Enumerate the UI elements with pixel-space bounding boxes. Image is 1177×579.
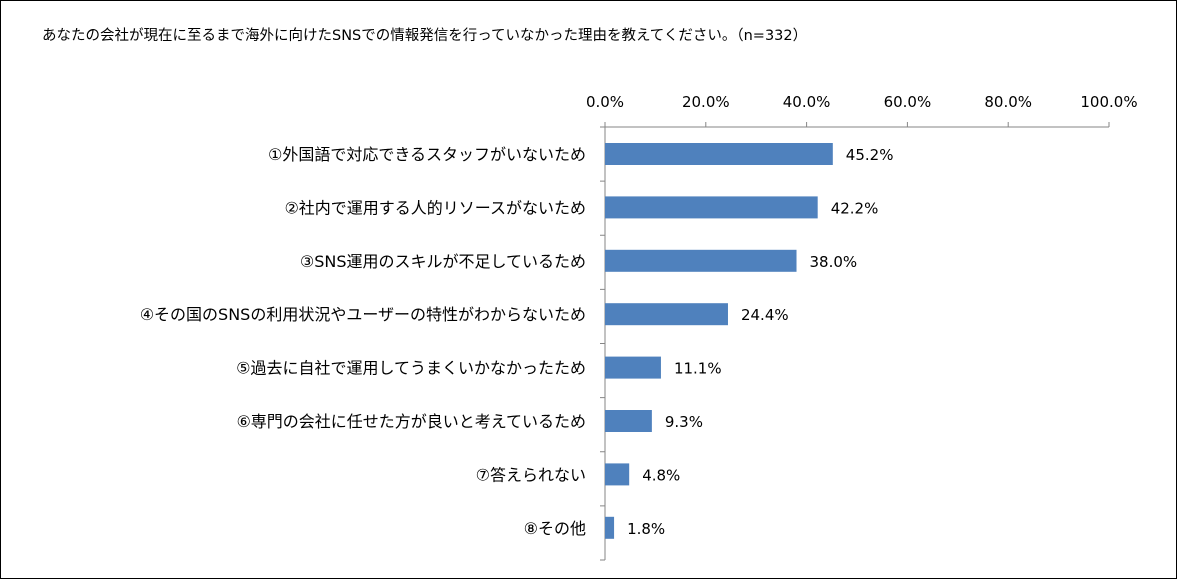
bar — [605, 196, 818, 219]
x-tick-labels: 0.0% 20.0% 40.0% 60.0% 80.0% 100.0% — [586, 93, 1138, 111]
bar — [605, 410, 652, 432]
category-label: ⑧その他 — [524, 519, 586, 538]
data-label: 42.2% — [831, 199, 879, 217]
data-label: 1.8% — [627, 520, 665, 538]
category-label: ③SNS運用のスキルが不足しているため — [300, 252, 586, 271]
category-label: ①外国語で対応できるスタッフがいないため — [268, 145, 586, 164]
chart-title: あなたの会社が現在に至るまで海外に向けたSNSでの情報発信を行っていなかった理由… — [42, 28, 808, 44]
x-tick-label: 60.0% — [884, 93, 932, 111]
category-label: ⑤過去に自社で運用してうまくいかなかったため — [236, 359, 586, 378]
x-tick-label: 100.0% — [1080, 93, 1137, 111]
bar — [605, 303, 728, 326]
category-label: ⑥専門の会社に任せた方が良いと考えているため — [236, 412, 586, 431]
data-label: 24.4% — [741, 306, 789, 324]
data-label: 4.8% — [642, 466, 680, 484]
category-label: ②社内で運用する人的リソースがないため — [284, 198, 586, 217]
bar — [605, 463, 630, 486]
x-tick-label: 20.0% — [682, 93, 730, 111]
bar — [605, 356, 661, 379]
bar — [605, 143, 833, 165]
data-label: 11.1% — [674, 360, 722, 378]
x-tick-label: 40.0% — [783, 93, 831, 111]
value-labels: 45.2% 42.2% 38.0% 24.4% 11.1% 9.3% 4.8% 1.8% — [627, 146, 893, 538]
category-label: ④その国のSNSの利用状況やユーザーの特性がわからないため — [140, 305, 586, 324]
bar — [605, 249, 797, 272]
data-label: 9.3% — [665, 413, 703, 431]
chart-axes — [600, 122, 1110, 561]
bar — [605, 516, 615, 539]
data-label: 38.0% — [810, 253, 858, 271]
x-tick-label: 0.0% — [586, 93, 624, 111]
category-labels: ①外国語で対応できるスタッフがいないため ②社内で運用する人的リソースがないため ③… — [140, 145, 586, 538]
data-label: 45.2% — [846, 146, 894, 164]
x-tick-label: 80.0% — [984, 93, 1032, 111]
bar-series — [605, 143, 833, 539]
category-label: ⑦答えられない — [476, 465, 586, 484]
